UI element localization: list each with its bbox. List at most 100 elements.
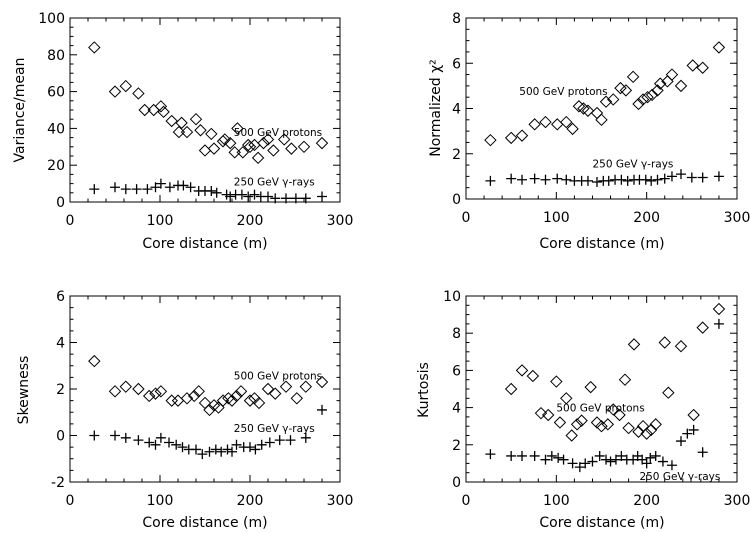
gamma-point — [150, 439, 161, 450]
proton-point — [180, 125, 194, 139]
y-tick-label: 100 — [38, 11, 65, 27]
proton-point — [172, 125, 186, 139]
gamma-point — [164, 182, 175, 193]
proton-point — [607, 403, 620, 416]
y-tick-label: 6 — [56, 289, 65, 305]
gamma-point — [561, 174, 572, 185]
proton-point — [686, 59, 699, 72]
proton-point — [618, 373, 632, 386]
y-axis-label: Kurtosis — [416, 362, 432, 418]
data-marks: 500 GeV protons 250 GeV γ-rays — [88, 354, 329, 460]
gamma-point — [243, 191, 254, 202]
proton-point — [257, 136, 270, 150]
proton-point — [192, 385, 205, 398]
proton-point — [132, 87, 145, 100]
proton-point — [243, 140, 257, 154]
proton-point — [138, 103, 151, 117]
series-annotation: 500 GeV protons — [234, 371, 322, 383]
proton-point — [157, 105, 170, 119]
proton-point — [234, 385, 248, 398]
proton-point — [662, 386, 675, 399]
gamma-point — [206, 185, 217, 196]
proton-point — [658, 336, 671, 349]
proton-point — [267, 144, 280, 157]
gamma-point — [657, 456, 668, 467]
y-tick-label: 2 — [452, 438, 461, 454]
proton-point — [290, 392, 304, 405]
gamma-point — [256, 439, 267, 450]
proton-point — [165, 394, 178, 407]
proton-point — [88, 354, 101, 368]
gamma-point — [540, 174, 551, 185]
proton-point — [225, 394, 239, 407]
gamma-point — [120, 432, 131, 443]
x-axis-label: Core distance (m) — [142, 515, 267, 531]
y-tick-label: 80 — [47, 48, 65, 64]
proton-point — [515, 129, 529, 142]
proton-point — [315, 136, 329, 150]
gamma-point — [264, 437, 275, 448]
proton-point — [228, 146, 241, 159]
gamma-point — [682, 428, 693, 439]
proton-point — [539, 115, 552, 129]
series-diamond: 500 GeV protons — [88, 41, 329, 165]
gamma-point — [285, 435, 296, 446]
series-diamond: 500 GeV protons — [484, 41, 726, 147]
proton-point — [570, 418, 584, 431]
panel-normalized-chi2: 0 100 200 300 0 2 4 6 8 500 GeV protons 250 GeV γ… — [428, 11, 750, 252]
gamma-point — [713, 318, 724, 329]
gamma-point — [144, 437, 155, 448]
plot-frame — [69, 17, 341, 203]
x-tick-label: 300 — [724, 493, 750, 509]
gamma-point — [603, 175, 614, 186]
proton-point — [154, 100, 168, 113]
y-tick-label: 2 — [452, 147, 461, 163]
proton-point — [165, 114, 178, 128]
proton-point — [644, 423, 658, 437]
proton-point — [171, 394, 185, 407]
proton-point — [590, 106, 604, 120]
gamma-point — [222, 444, 233, 455]
proton-point — [119, 380, 133, 393]
proton-point — [142, 389, 156, 403]
series-annotation: 500 GeV protons — [234, 127, 322, 139]
proton-point — [285, 142, 298, 155]
proton-point — [279, 380, 293, 393]
series-annotation: 500 GeV protons — [519, 86, 607, 98]
gamma-point — [558, 454, 569, 465]
proton-point — [207, 142, 221, 155]
y-tick-label: 6 — [452, 56, 461, 72]
proton-point — [696, 61, 709, 74]
proton-point — [205, 127, 218, 141]
gamma-point — [713, 171, 724, 182]
y-axis-label: Variance/mean — [12, 58, 28, 163]
proton-point — [560, 392, 573, 405]
x-tick-label: 0 — [462, 210, 471, 226]
x-tick-label: 200 — [633, 210, 660, 226]
gamma-point — [225, 191, 236, 202]
series-annotation: 500 GeV protons — [556, 402, 644, 414]
proton-point — [712, 302, 726, 316]
proton-point — [566, 122, 579, 136]
proton-point — [261, 382, 275, 396]
proton-point — [553, 416, 567, 429]
proton-point — [484, 133, 497, 147]
x-tick-label: 300 — [327, 213, 354, 229]
series-diamond: 500 GeV protons — [88, 354, 329, 417]
y-tick-label: 8 — [452, 11, 461, 27]
y-tick-label: 8 — [452, 326, 461, 342]
gamma-point — [131, 184, 142, 195]
series-annotation: 250 GeV γ-rays — [639, 471, 720, 483]
gamma-point — [216, 446, 227, 457]
gamma-point — [529, 173, 540, 184]
gamma-point — [580, 458, 591, 469]
proton-point — [504, 382, 518, 396]
gamma-point — [191, 444, 201, 455]
gamma-point — [142, 184, 153, 195]
series-plus: 250 GeV γ-rays — [89, 404, 327, 460]
proton-point — [230, 389, 243, 403]
proton-point — [687, 408, 700, 422]
gamma-point — [120, 184, 131, 195]
gamma-point — [485, 175, 496, 186]
